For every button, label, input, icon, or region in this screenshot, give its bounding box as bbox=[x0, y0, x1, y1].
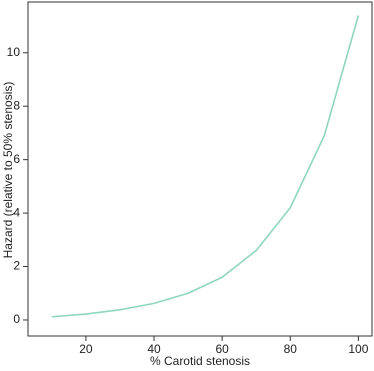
plot-frame bbox=[27, 1, 373, 337]
x-axis-label: % Carotid stenosis bbox=[150, 354, 250, 368]
x-tick-label: 40 bbox=[147, 342, 161, 356]
data-line bbox=[51, 15, 360, 318]
x-tick-label: 80 bbox=[284, 342, 298, 356]
y-axis-label: Hazard (relative to 50% stenosis) bbox=[1, 82, 15, 259]
y-tick-label: 6 bbox=[13, 152, 20, 166]
y-tick-label: 0 bbox=[13, 312, 20, 326]
x-tick-label: 100 bbox=[348, 342, 368, 356]
y-tick-label: 4 bbox=[13, 205, 20, 219]
x-tick-label: 60 bbox=[215, 342, 229, 356]
y-tick-label: 8 bbox=[13, 98, 20, 112]
x-tick-label: 20 bbox=[79, 342, 93, 356]
y-tick-label: 10 bbox=[7, 45, 21, 59]
y-tick-label: 2 bbox=[13, 259, 20, 273]
